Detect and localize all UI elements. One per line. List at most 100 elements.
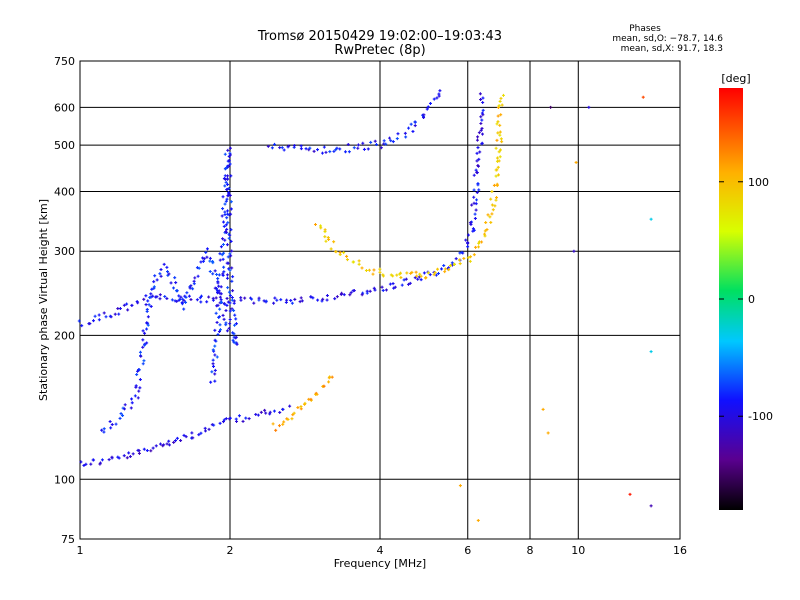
data-point xyxy=(495,156,499,160)
y-axis-ticks: 75 100 200 300 400 500 600 750 xyxy=(54,55,75,546)
data-point xyxy=(292,144,296,148)
data-point xyxy=(146,323,150,327)
colorbar-tick-label: -100 xyxy=(748,410,773,423)
data-point xyxy=(330,375,334,379)
data-point xyxy=(213,269,217,273)
data-point xyxy=(129,406,133,410)
data-point xyxy=(201,256,205,260)
data-point xyxy=(153,274,157,278)
data-point xyxy=(218,295,222,299)
data-point xyxy=(352,260,356,264)
data-point xyxy=(227,290,231,294)
data-point xyxy=(500,103,504,107)
data-point xyxy=(476,135,480,139)
data-point xyxy=(480,240,484,244)
data-point xyxy=(282,148,286,152)
data-point xyxy=(410,270,414,274)
data-point xyxy=(100,458,104,462)
data-point xyxy=(217,315,221,319)
data-point xyxy=(498,155,502,159)
data-point xyxy=(192,282,196,286)
data-point xyxy=(335,295,339,299)
data-point xyxy=(472,228,476,232)
data-point xyxy=(309,295,313,299)
data-point xyxy=(130,397,134,401)
data-point xyxy=(128,455,132,459)
data-point xyxy=(77,319,81,323)
data-point xyxy=(417,275,421,279)
data-point xyxy=(227,236,231,240)
data-point xyxy=(474,168,478,172)
data-point xyxy=(368,289,372,293)
data-point xyxy=(362,147,366,151)
data-point xyxy=(304,147,308,151)
data-point xyxy=(80,324,84,328)
data-point xyxy=(489,220,493,224)
data-point xyxy=(104,315,108,319)
data-point xyxy=(116,307,120,311)
x-axis-ticks: 1 2 4 6 8 10 16 xyxy=(77,544,688,557)
data-point xyxy=(325,294,329,298)
y-tick-label: 100 xyxy=(54,473,75,486)
data-point xyxy=(307,148,311,152)
data-point xyxy=(218,328,222,332)
data-point xyxy=(458,262,462,266)
data-point xyxy=(452,262,456,266)
data-point xyxy=(290,301,294,305)
data-point xyxy=(380,285,384,289)
data-point xyxy=(477,245,481,249)
data-point xyxy=(649,217,653,221)
y-axis-label: Stationary phase Virtual Height [km] xyxy=(37,199,50,401)
data-point xyxy=(225,329,229,333)
data-point xyxy=(320,299,324,303)
data-point xyxy=(435,96,439,100)
data-point xyxy=(232,332,236,336)
data-point xyxy=(498,133,502,137)
data-point xyxy=(232,309,236,313)
data-point xyxy=(498,123,502,127)
data-point xyxy=(405,271,409,275)
data-point xyxy=(228,301,232,305)
data-point xyxy=(155,278,159,282)
data-point xyxy=(222,220,226,224)
y-tick-label: 750 xyxy=(54,55,75,68)
data-point xyxy=(495,196,499,200)
data-point xyxy=(498,99,502,103)
data-point xyxy=(122,454,126,458)
data-point xyxy=(110,456,114,460)
data-point xyxy=(496,114,500,118)
data-point xyxy=(218,307,222,311)
data-point xyxy=(182,433,186,437)
data-point xyxy=(208,256,212,260)
data-point xyxy=(207,427,211,431)
data-point xyxy=(188,286,192,290)
data-point xyxy=(222,224,226,228)
data-point xyxy=(263,408,267,412)
data-point xyxy=(316,148,320,152)
data-point xyxy=(141,338,145,342)
data-point xyxy=(225,187,229,191)
data-point xyxy=(226,183,230,187)
data-point xyxy=(478,150,482,154)
data-point xyxy=(225,243,229,247)
data-point xyxy=(146,321,150,325)
data-point xyxy=(457,258,461,262)
data-point xyxy=(223,302,227,306)
data-point xyxy=(226,209,230,213)
data-point xyxy=(159,274,163,278)
data-point xyxy=(224,199,228,203)
x-tick-label: 2 xyxy=(227,544,234,557)
data-point xyxy=(107,458,111,462)
colorbar-tick-label: 100 xyxy=(748,176,769,189)
data-point xyxy=(392,286,396,290)
data-point xyxy=(264,411,268,415)
data-point xyxy=(133,394,137,398)
data-point xyxy=(422,271,426,275)
data-point xyxy=(211,296,215,300)
data-point xyxy=(462,256,466,260)
data-point xyxy=(497,104,501,108)
data-point xyxy=(158,293,162,297)
data-point xyxy=(151,294,155,298)
data-point xyxy=(213,353,217,357)
data-point xyxy=(483,229,487,233)
